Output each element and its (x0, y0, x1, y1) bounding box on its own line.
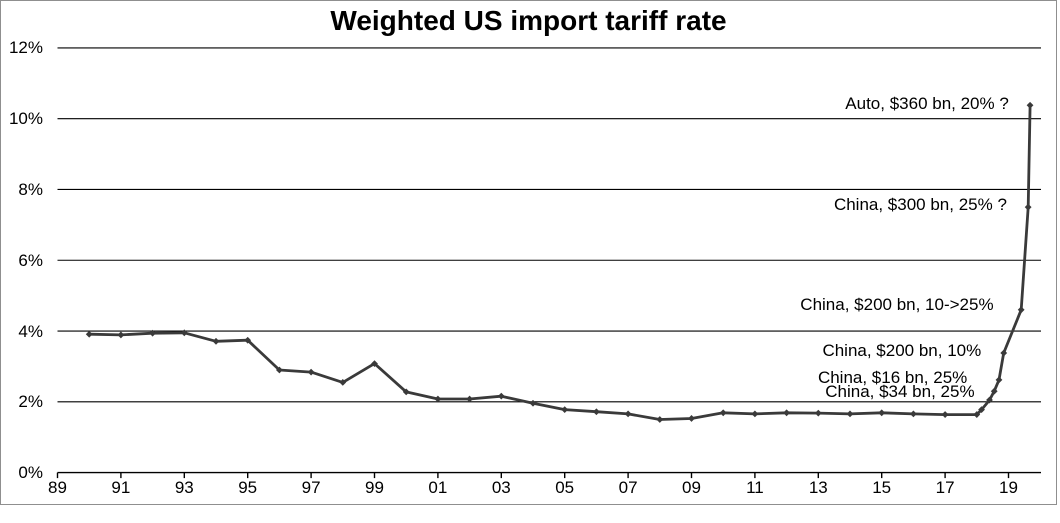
y-axis-tick-label: 10% (8, 109, 43, 129)
x-axis-tick-label: 95 (238, 478, 258, 497)
data-point-marker (783, 409, 790, 417)
data-point-marker (878, 409, 886, 417)
data-point-marker (529, 399, 537, 407)
y-axis-tick-label: 4% (18, 321, 43, 341)
data-point-marker (910, 410, 917, 418)
x-axis-tick-label: 09 (682, 478, 701, 497)
x-axis-tick-label: 97 (301, 478, 321, 497)
annotation-label: Auto, $360 bn, 20% ? (845, 94, 1009, 114)
data-point-marker (986, 396, 993, 404)
data-point-marker (466, 395, 473, 403)
y-axis-tick-label: 8% (18, 179, 43, 199)
y-axis-tick-label: 0% (18, 463, 43, 483)
chart-frame: Weighted US import tariff rate 0% 2% 4% 6% 8… (0, 0, 1057, 505)
data-point-marker (561, 406, 569, 414)
x-axis-tick-label: 17 (935, 478, 955, 497)
y-axis-tick-label: 6% (18, 250, 43, 270)
x-axis-tick-label: 15 (872, 478, 892, 497)
x-axis-tick-label: 11 (746, 478, 764, 497)
annotation-label: China, $16 bn, 25% (817, 368, 968, 388)
data-point-marker (434, 395, 442, 403)
data-point-marker (212, 337, 220, 345)
data-point-marker (973, 411, 981, 418)
data-point-marker (593, 408, 600, 416)
data-point-marker (978, 406, 985, 414)
data-point-marker (339, 378, 347, 386)
data-point-marker (180, 329, 188, 337)
data-point-marker (1017, 306, 1025, 314)
annotation-label: China, $34 bn, 25% (825, 381, 975, 401)
data-point-marker (656, 416, 664, 423)
x-axis-tick-label: 07 (618, 478, 638, 497)
chart-title: Weighted US import tariff rate (330, 5, 727, 36)
annotation-label: China, $300 bn, 25% ? (833, 195, 1007, 215)
x-axis-tick-label: 99 (365, 478, 384, 497)
data-point-marker (751, 410, 759, 418)
x-axis-tick-label: 01 (428, 478, 448, 497)
data-point-marker (85, 330, 93, 338)
data-point-marker (1000, 349, 1008, 357)
data-point-marker (846, 410, 854, 418)
data-point-marker (1026, 101, 1034, 109)
x-axis-tick-label: 19 (999, 478, 1018, 497)
data-point-marker (497, 392, 505, 400)
data-point-marker (814, 409, 822, 417)
data-point-marker (371, 360, 378, 367)
data-point-marker (941, 411, 949, 418)
data-point-marker (990, 387, 998, 395)
data-point-marker (624, 410, 632, 418)
x-axis-tick-label: 93 (174, 478, 194, 497)
tariff-line-chart-canvas (56, 47, 1041, 479)
y-axis-tick-label: 12% (8, 38, 43, 58)
data-point-marker (402, 388, 410, 396)
data-point-marker (244, 336, 252, 344)
data-point-marker (1024, 203, 1032, 211)
data-point-marker (688, 415, 695, 422)
x-axis-tick-label: 03 (491, 478, 511, 497)
x-axis-tick-label: 13 (808, 478, 828, 497)
data-point-marker (149, 329, 156, 337)
y-axis-tick-label: 2% (18, 392, 43, 412)
annotation-label: China, $200 bn, 10% (822, 340, 982, 360)
data-point-marker (276, 366, 283, 374)
data-point-marker (307, 368, 315, 376)
data-point-marker (719, 409, 727, 417)
data-point-marker (117, 331, 125, 339)
annotation-label: China, $200 bn, 10->25% (800, 295, 994, 315)
x-axis-tick-label: 91 (111, 478, 131, 497)
x-axis-tick-label: 05 (555, 478, 575, 497)
data-point-marker (995, 376, 1003, 384)
x-axis-tick-label: 89 (48, 478, 67, 497)
